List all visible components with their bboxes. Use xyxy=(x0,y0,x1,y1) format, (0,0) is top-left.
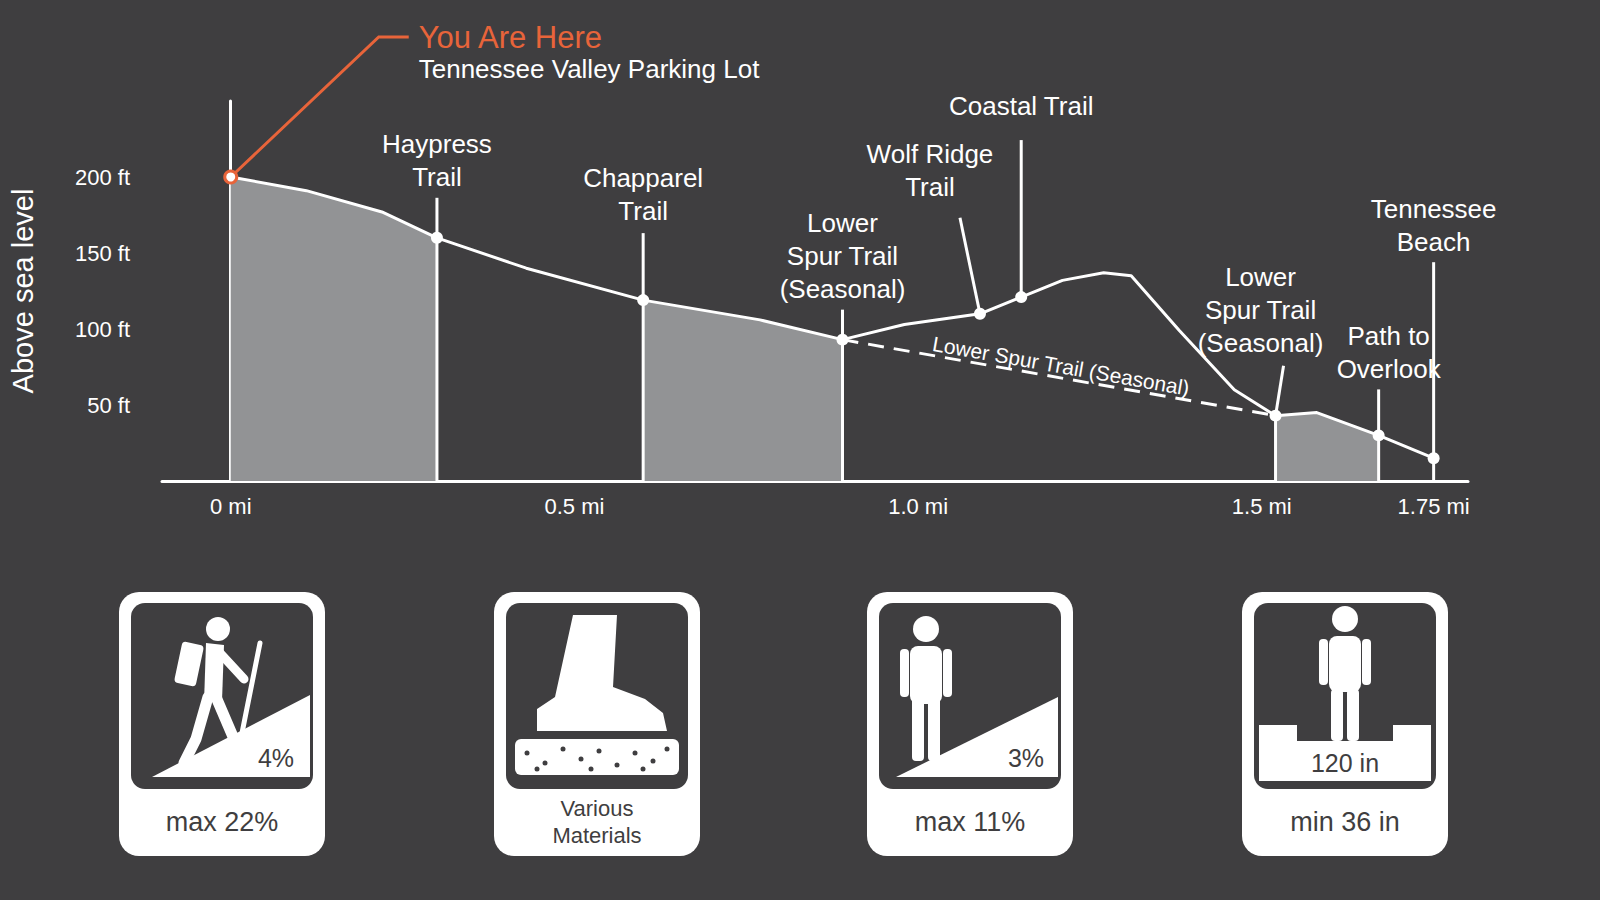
svg-text:Chapparel: Chapparel xyxy=(583,163,703,193)
svg-text:3%: 3% xyxy=(1008,744,1044,772)
svg-text:Wolf Ridge: Wolf Ridge xyxy=(867,139,994,169)
svg-text:(Seasonal): (Seasonal) xyxy=(780,274,906,304)
svg-text:Beach: Beach xyxy=(1397,227,1471,257)
svg-text:0 mi: 0 mi xyxy=(210,494,252,519)
svg-text:Lower: Lower xyxy=(1225,262,1296,292)
svg-text:Trail: Trail xyxy=(412,162,462,192)
svg-text:120 in: 120 in xyxy=(1311,749,1379,777)
svg-text:Coastal Trail: Coastal Trail xyxy=(949,91,1093,121)
svg-text:min 36 in: min 36 in xyxy=(1290,807,1400,837)
svg-text:150 ft: 150 ft xyxy=(75,241,130,266)
svg-text:Path to: Path to xyxy=(1347,321,1429,351)
svg-text:1.0 mi: 1.0 mi xyxy=(888,494,948,519)
svg-text:Various: Various xyxy=(561,796,634,821)
svg-text:Above sea level: Above sea level xyxy=(7,189,39,394)
svg-text:max 11%: max 11% xyxy=(915,807,1026,837)
svg-text:Tennessee: Tennessee xyxy=(1371,194,1497,224)
svg-text:Tennessee Valley Parking Lot: Tennessee Valley Parking Lot xyxy=(419,54,760,84)
svg-text:Lower: Lower xyxy=(807,208,878,238)
svg-text:Trail: Trail xyxy=(618,196,668,226)
svg-text:1.5 mi: 1.5 mi xyxy=(1232,494,1292,519)
svg-text:4%: 4% xyxy=(258,744,294,772)
svg-text:Materials: Materials xyxy=(552,823,641,848)
svg-text:100 ft: 100 ft xyxy=(75,317,130,342)
svg-text:0.5 mi: 0.5 mi xyxy=(544,494,604,519)
svg-text:Lower Spur Trail (Seasonal): Lower Spur Trail (Seasonal) xyxy=(931,332,1191,400)
svg-text:Spur Trail: Spur Trail xyxy=(787,241,898,271)
svg-text:Spur Trail: Spur Trail xyxy=(1205,295,1316,325)
svg-text:Overlook: Overlook xyxy=(1337,354,1442,384)
svg-text:50 ft: 50 ft xyxy=(87,393,130,418)
svg-text:max 22%: max 22% xyxy=(166,807,279,837)
svg-text:Trail: Trail xyxy=(905,172,955,202)
svg-text:Haypress: Haypress xyxy=(382,129,492,159)
svg-text:200 ft: 200 ft xyxy=(75,165,130,190)
svg-text:You Are Here: You Are Here xyxy=(419,20,602,55)
svg-text:(Seasonal): (Seasonal) xyxy=(1198,328,1324,358)
svg-text:1.75 mi: 1.75 mi xyxy=(1398,494,1470,519)
